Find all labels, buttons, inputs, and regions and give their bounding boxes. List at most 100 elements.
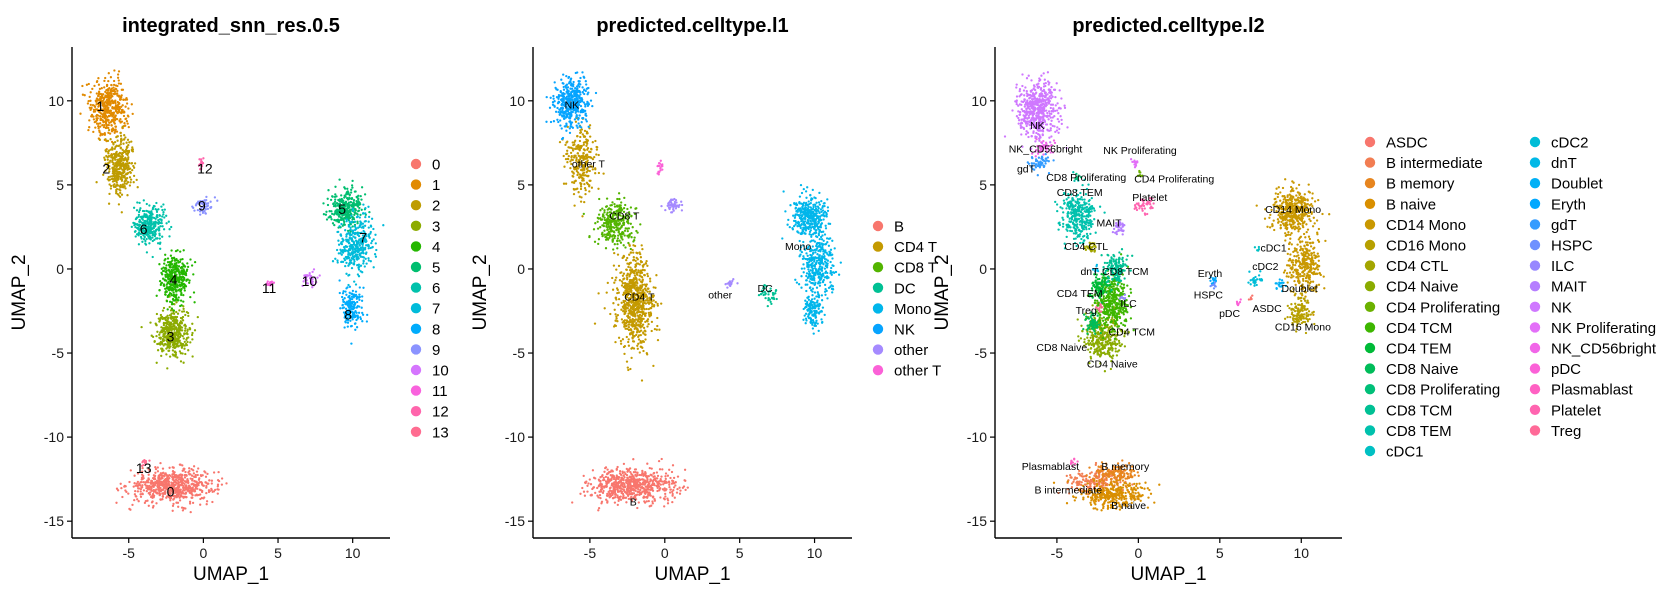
point bbox=[663, 505, 666, 508]
point bbox=[185, 473, 188, 477]
point bbox=[345, 257, 348, 260]
point bbox=[160, 354, 163, 358]
point bbox=[148, 242, 151, 245]
point bbox=[355, 212, 358, 215]
point bbox=[138, 201, 141, 205]
point bbox=[176, 312, 180, 315]
point bbox=[183, 333, 186, 336]
point bbox=[627, 265, 630, 269]
point bbox=[147, 235, 150, 239]
point bbox=[153, 340, 156, 343]
point bbox=[357, 198, 360, 201]
point bbox=[171, 469, 175, 473]
point bbox=[354, 250, 357, 253]
point bbox=[143, 483, 147, 486]
point bbox=[159, 461, 162, 465]
point bbox=[208, 479, 211, 482]
point bbox=[154, 466, 157, 469]
point bbox=[664, 477, 667, 481]
point bbox=[345, 238, 348, 241]
point bbox=[350, 205, 354, 208]
point bbox=[194, 475, 197, 479]
point bbox=[348, 237, 352, 240]
point bbox=[161, 235, 164, 238]
legend-label: 1 bbox=[432, 177, 440, 194]
point bbox=[614, 477, 618, 481]
point bbox=[150, 231, 153, 234]
point bbox=[623, 281, 627, 285]
point bbox=[168, 228, 171, 231]
point bbox=[181, 319, 185, 322]
point bbox=[128, 480, 131, 484]
point bbox=[168, 235, 171, 238]
point bbox=[606, 468, 609, 471]
point bbox=[95, 97, 99, 100]
point bbox=[124, 117, 128, 120]
point bbox=[346, 214, 350, 218]
point bbox=[88, 106, 91, 109]
point bbox=[636, 493, 639, 496]
point bbox=[648, 493, 651, 497]
point bbox=[177, 271, 181, 274]
point bbox=[646, 274, 650, 278]
point bbox=[369, 230, 372, 234]
point bbox=[110, 94, 113, 98]
point bbox=[648, 466, 651, 470]
point bbox=[110, 120, 113, 123]
point bbox=[95, 181, 98, 184]
point bbox=[623, 344, 627, 348]
point bbox=[674, 484, 677, 487]
point bbox=[622, 277, 625, 281]
scatter-points bbox=[545, 71, 842, 512]
point bbox=[340, 260, 343, 263]
point bbox=[178, 476, 181, 479]
cluster-label: 8 bbox=[344, 307, 352, 323]
x-tick-label: 10 bbox=[345, 545, 361, 561]
point bbox=[100, 117, 103, 121]
point bbox=[131, 146, 134, 149]
point bbox=[127, 150, 131, 154]
point bbox=[177, 478, 181, 481]
point bbox=[641, 247, 644, 251]
point bbox=[356, 316, 360, 319]
point bbox=[614, 340, 617, 344]
point bbox=[334, 219, 337, 222]
point bbox=[98, 130, 101, 134]
point bbox=[151, 236, 154, 239]
point bbox=[126, 172, 129, 176]
point bbox=[179, 250, 182, 253]
point bbox=[638, 484, 642, 487]
point bbox=[110, 130, 114, 133]
point bbox=[339, 252, 342, 255]
point bbox=[155, 502, 158, 505]
point bbox=[678, 486, 681, 489]
point bbox=[125, 152, 128, 156]
point bbox=[634, 325, 637, 329]
point bbox=[159, 498, 162, 501]
point bbox=[633, 274, 637, 277]
point bbox=[371, 246, 374, 249]
point bbox=[107, 155, 111, 158]
point bbox=[672, 489, 675, 492]
point bbox=[184, 496, 188, 499]
point bbox=[171, 298, 175, 301]
point bbox=[180, 495, 183, 498]
point bbox=[349, 191, 353, 194]
point bbox=[118, 152, 122, 155]
point bbox=[367, 247, 370, 250]
point bbox=[165, 484, 168, 488]
point bbox=[338, 291, 341, 295]
point bbox=[188, 491, 191, 494]
point bbox=[686, 486, 689, 489]
point bbox=[613, 481, 616, 484]
point bbox=[167, 349, 171, 352]
point bbox=[164, 257, 167, 261]
point bbox=[636, 258, 639, 261]
point bbox=[132, 174, 136, 178]
point bbox=[191, 493, 194, 497]
point bbox=[189, 477, 192, 480]
point bbox=[351, 186, 354, 189]
point bbox=[330, 210, 333, 213]
point bbox=[115, 181, 118, 184]
legend-swatch bbox=[410, 282, 422, 293]
